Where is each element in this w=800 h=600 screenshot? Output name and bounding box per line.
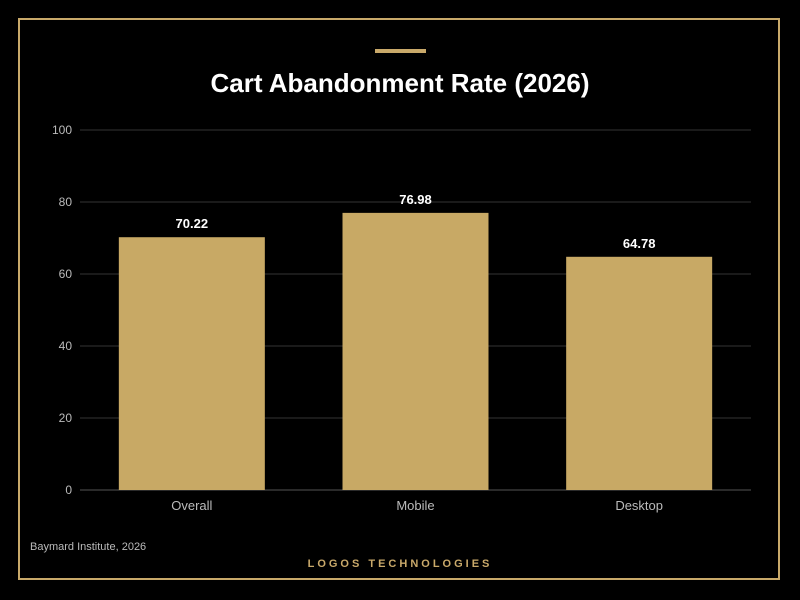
brand-footer: LOGOS TECHNOLOGIES (307, 558, 493, 570)
chart-frame (18, 18, 780, 580)
bar-value-label: 70.22 (176, 216, 209, 231)
x-tick-label: Desktop (615, 498, 663, 513)
bar-desktop (566, 256, 713, 490)
x-tick-label: Mobile (396, 498, 434, 513)
y-tick-label: 20 (59, 411, 73, 425)
y-tick-label: 80 (59, 195, 73, 209)
bar-value-label: 76.98 (399, 192, 432, 207)
y-tick-label: 60 (59, 267, 73, 281)
x-tick-label: Overall (171, 498, 212, 513)
bar-overall (118, 237, 265, 490)
y-tick-label: 0 (65, 483, 72, 497)
chart-title: Cart Abandonment Rate (2026) (210, 68, 590, 98)
bar-mobile (342, 212, 489, 490)
y-tick-label: 100 (52, 123, 72, 137)
bar-value-label: 64.78 (623, 236, 656, 251)
y-tick-label: 40 (59, 339, 73, 353)
title-accent-bar (375, 49, 426, 53)
source-note: Baymard Institute, 2026 (30, 541, 147, 553)
